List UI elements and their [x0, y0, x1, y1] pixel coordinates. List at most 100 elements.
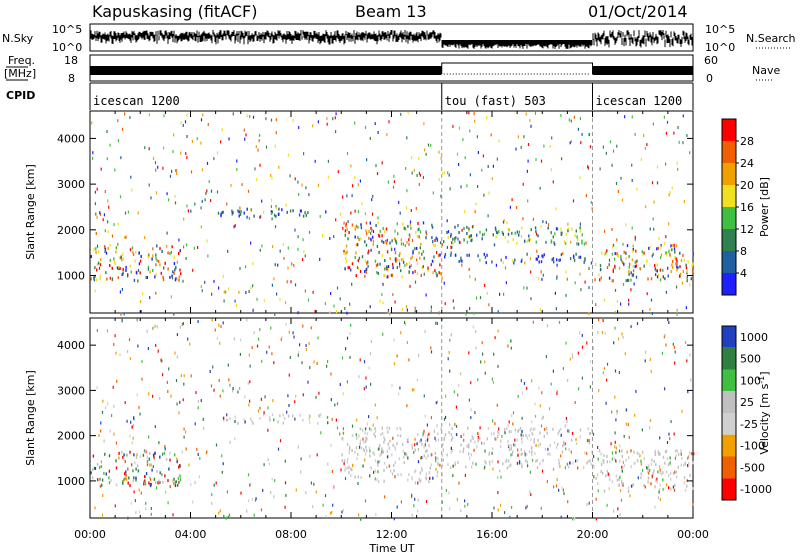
- echo-cell: [411, 388, 414, 392]
- echo-cell: [294, 283, 297, 287]
- echo-cell: [488, 452, 490, 456]
- echo-cell: [421, 442, 423, 446]
- echo-cell: [172, 270, 174, 274]
- echo-cell: [460, 443, 462, 447]
- echo-cell: [290, 280, 292, 284]
- echo-cell: [422, 434, 424, 438]
- echo-cell: [267, 428, 269, 432]
- echo-cell: [164, 447, 166, 451]
- echo-cell: [502, 232, 504, 236]
- echo-cell: [164, 261, 166, 265]
- echo-cell: [113, 257, 115, 261]
- echo-cell: [495, 230, 498, 234]
- echo-cell: [577, 351, 579, 355]
- echo-cell: [115, 459, 117, 463]
- echo-cell: [567, 222, 569, 226]
- echo-cell: [560, 515, 562, 519]
- echo-cell: [466, 232, 468, 235]
- echo-cell: [102, 218, 104, 222]
- echo-cell: [611, 480, 614, 484]
- echo-cell: [138, 251, 140, 255]
- echo-cell: [439, 463, 441, 467]
- echo-cell: [166, 380, 168, 384]
- echo-cell: [194, 481, 196, 485]
- echo-cell: [292, 119, 294, 123]
- echo-cell: [185, 430, 187, 434]
- echo-cell: [548, 407, 551, 411]
- echo-cell: [346, 311, 348, 315]
- echo-cell: [579, 331, 581, 335]
- echo-cell: [567, 500, 569, 504]
- echo-cell: [241, 183, 243, 187]
- echo-cell: [576, 235, 578, 239]
- echo-cell: [502, 261, 504, 264]
- echo-cell: [201, 199, 203, 203]
- echo-cell: [673, 243, 675, 247]
- echo-cell: [182, 279, 184, 283]
- echo-cell: [622, 460, 624, 464]
- echo-cell: [373, 432, 375, 436]
- echo-cell: [390, 245, 393, 249]
- echo-cell: [575, 252, 577, 256]
- echo-cell: [148, 113, 150, 117]
- echo-cell: [111, 234, 114, 238]
- echo-cell: [531, 420, 533, 424]
- echo-cell: [595, 303, 597, 307]
- echo-cell: [357, 482, 359, 485]
- echo-cell: [571, 353, 573, 356]
- echo-cell: [102, 399, 104, 403]
- echo-cell: [609, 478, 611, 481]
- echo-cell: [183, 217, 185, 221]
- echo-cell: [326, 415, 329, 419]
- echo-cell: [138, 405, 140, 409]
- echo-cell: [488, 303, 490, 307]
- echo-cell: [416, 272, 419, 276]
- echo-cell: [354, 256, 356, 259]
- echo-cell: [684, 341, 687, 344]
- echo-cell: [536, 466, 539, 470]
- echo-cell: [345, 224, 347, 228]
- echo-cell: [117, 119, 119, 123]
- echo-cell: [581, 345, 584, 349]
- echo-cell: [657, 470, 659, 474]
- echo-cell: [444, 255, 446, 259]
- echo-cell: [551, 136, 553, 140]
- echo-cell: [421, 252, 423, 256]
- echo-cell: [431, 236, 433, 240]
- echo-cell: [335, 112, 337, 116]
- echo-cell: [139, 259, 142, 263]
- echo-cell: [483, 232, 485, 236]
- echo-cell: [244, 420, 246, 424]
- echo-cell: [631, 249, 634, 253]
- echo-cell: [300, 209, 302, 213]
- echo-cell: [307, 380, 309, 384]
- echo-cell: [491, 177, 493, 181]
- echo-cell: [100, 465, 103, 469]
- echo-cell: [543, 253, 545, 257]
- echo-cell: [601, 251, 603, 255]
- echo-cell: [148, 147, 150, 151]
- echo-cell: [611, 245, 614, 249]
- echo-cell: [147, 267, 149, 271]
- echo-cell: [104, 250, 106, 253]
- echo-cell: [152, 465, 154, 469]
- echo-cell: [97, 261, 100, 265]
- echo-cell: [227, 363, 229, 367]
- echo-cell: [235, 304, 237, 307]
- echo-cell: [393, 469, 395, 473]
- echo-cell: [272, 413, 274, 417]
- echo-cell: [516, 206, 518, 209]
- echo-cell: [540, 159, 543, 163]
- echo-cell: [472, 461, 474, 465]
- echo-cell: [494, 437, 496, 441]
- echo-cell: [566, 419, 568, 423]
- echo-cell: [564, 442, 567, 446]
- echo-cell: [450, 232, 452, 236]
- echo-cell: [359, 179, 361, 183]
- echo-cell: [275, 206, 277, 210]
- echo-cell: [94, 289, 96, 293]
- echo-cell: [234, 420, 236, 423]
- echo-cell: [332, 503, 334, 507]
- echo-cell: [654, 453, 657, 456]
- echo-cell: [569, 357, 571, 361]
